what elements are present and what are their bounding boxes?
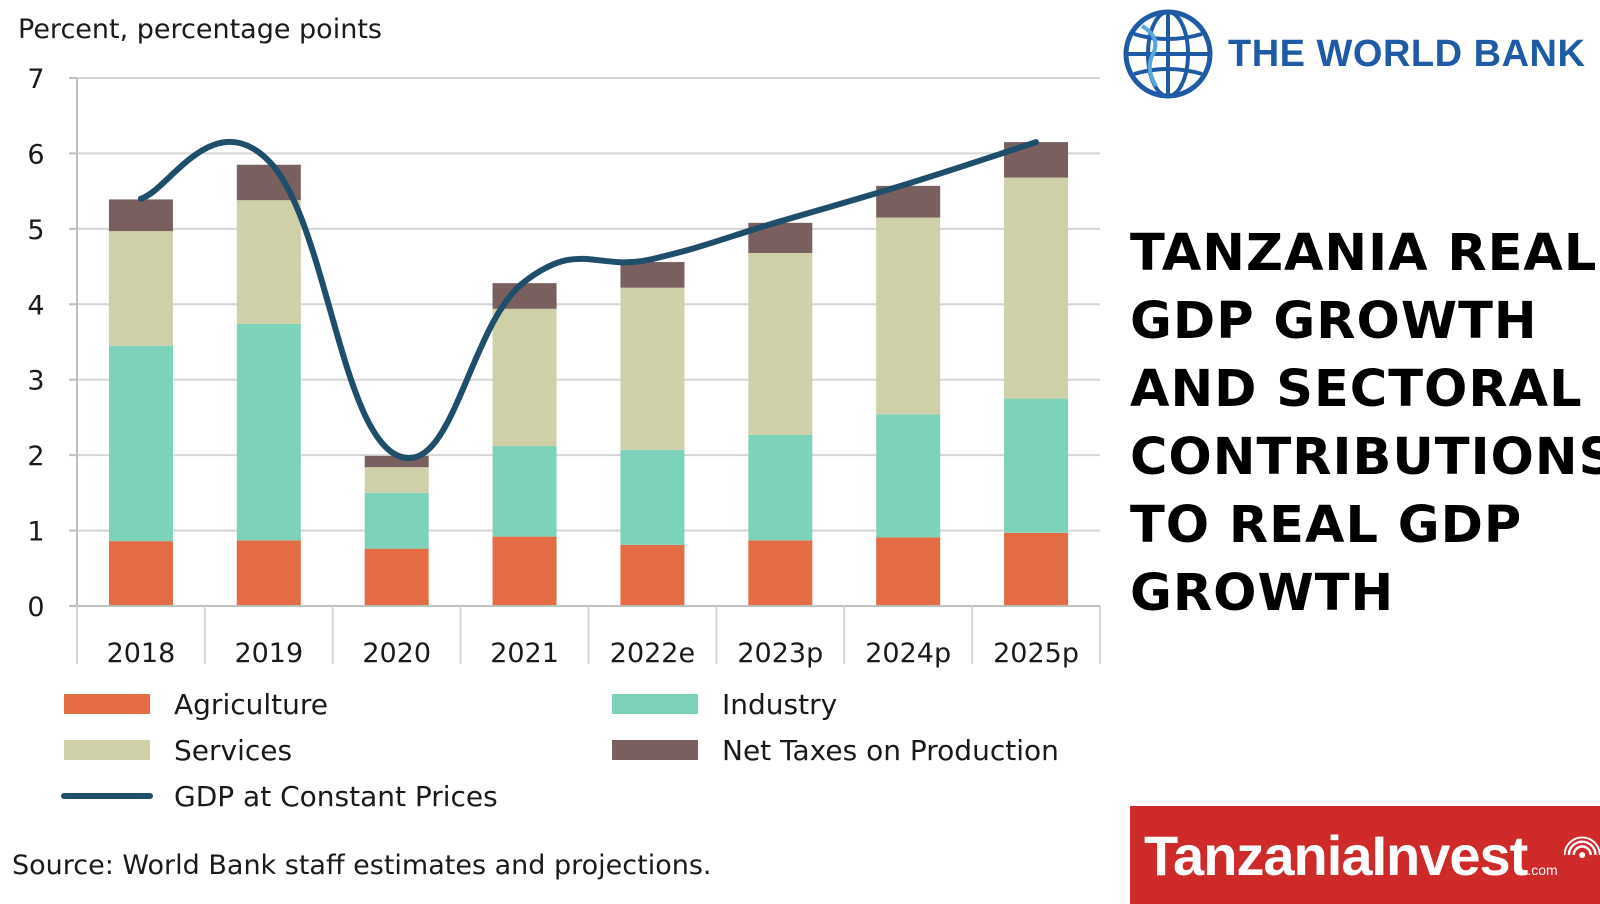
legend-item: GDP at Constant Prices (61, 780, 498, 813)
tanzaniainvest-suffix: .com (1527, 861, 1558, 878)
legend-label: Net Taxes on Production (722, 734, 1059, 767)
globe-icon (1123, 9, 1213, 99)
bar-segment-industry (364, 492, 429, 549)
bar-segment-agriculture (108, 541, 173, 606)
x-tick-label: 2020 (362, 638, 431, 669)
headline-line: TANZANIA REAL (1130, 224, 1598, 283)
legend-item: Services (64, 734, 292, 767)
bar-segment-agriculture (748, 540, 813, 606)
bar-segment-agriculture (620, 544, 685, 606)
legend-swatch (612, 740, 698, 760)
x-tick-label: 2021 (490, 638, 559, 669)
bar-segment-services (748, 252, 813, 435)
bar-stack (876, 185, 941, 606)
world-bank-wordmark: THE WORLD BANK (1228, 32, 1586, 75)
legend-label: GDP at Constant Prices (174, 780, 498, 813)
bar-segment-industry (876, 414, 941, 538)
x-axis: 2018 2019 2020 2021 2022e 2023p 2024p 2025p (76, 605, 1101, 669)
y-axis-ticks: 0 1 2 3 4 5 6 7 (27, 64, 78, 623)
x-tick-label: 2019 (234, 638, 303, 669)
bar-segment-services (492, 308, 557, 447)
x-tick-label: 2025p (993, 638, 1079, 669)
y-tick-label: 7 (27, 64, 44, 95)
y-tick-label: 1 (27, 517, 44, 548)
legend-label: Services (174, 734, 292, 767)
bar-segment-services (1004, 177, 1069, 399)
bar-segment-net-taxes-on-production (364, 455, 429, 468)
bar-segment-industry (108, 345, 173, 542)
bar-segment-services (876, 217, 941, 415)
bar-stack (108, 199, 173, 606)
bar-segment-agriculture (492, 536, 557, 606)
x-tick-label: 2023p (737, 638, 823, 669)
y-axis-title: Percent, percentage points (18, 14, 382, 45)
tanzaniainvest-logo: TanzaniaInvest.com (1130, 806, 1600, 904)
bar-segment-industry (748, 434, 813, 541)
legend-swatch (64, 694, 150, 714)
wifi-signal-icon (1563, 836, 1600, 859)
bar-segment-services (236, 200, 301, 324)
bar-segment-industry (1004, 398, 1069, 533)
y-tick-label: 5 (27, 215, 44, 246)
y-tick-label: 2 (27, 441, 44, 472)
world-bank-logo: THE WORLD BANK (1122, 8, 1585, 100)
legend-label: Agriculture (174, 688, 328, 721)
chart: Percent, percentage points 0 1 2 3 4 5 6 7 2018… (12, 14, 1101, 881)
legend-item: Industry (612, 688, 837, 721)
bar-stack (620, 262, 685, 606)
bar-stack (492, 283, 557, 606)
source-note: Source: World Bank staff estimates and p… (12, 850, 711, 881)
headline-line: CONTRIBUTIONS (1130, 428, 1600, 487)
headline-line: TO REAL GDP (1130, 496, 1523, 555)
legend-label: Industry (722, 688, 837, 721)
bar-segment-services (620, 287, 685, 450)
bar-segment-net-taxes-on-production (108, 199, 173, 232)
bar-stack (364, 455, 429, 606)
legend-swatch (64, 740, 150, 760)
x-tick-label: 2018 (107, 638, 176, 669)
bar-segment-industry (620, 449, 685, 545)
headline: TANZANIA REAL GDP GROWTH AND SECTORAL CO… (1130, 220, 1600, 628)
legend-item: Net Taxes on Production (612, 734, 1059, 767)
legend: Agriculture Industry Services Net Taxes on … (61, 688, 1059, 813)
headline-line: GROWTH (1130, 564, 1395, 623)
tanzaniainvest-wordmark: TanzaniaInvest.com (1144, 823, 1558, 887)
headline-line: GDP GROWTH (1130, 292, 1538, 351)
gdp-line (137, 139, 1040, 461)
y-tick-label: 4 (27, 290, 44, 321)
y-tick-label: 3 (27, 366, 44, 397)
x-tick-label: 2022e (610, 638, 695, 669)
bar-segment-industry (492, 446, 557, 537)
headline-line: AND SECTORAL (1130, 360, 1583, 419)
bar-segment-agriculture (876, 537, 941, 606)
bars (108, 142, 1069, 606)
gridlines (77, 77, 1100, 532)
bar-segment-agriculture (364, 548, 429, 606)
gdp-line-layer (137, 139, 1040, 461)
legend-item: Agriculture (64, 688, 328, 721)
bar-segment-industry (236, 323, 301, 541)
bar-stack (1004, 142, 1069, 606)
bar-segment-services (108, 231, 173, 346)
bar-stack (236, 164, 301, 606)
bar-segment-agriculture (236, 540, 301, 606)
bar-segment-net-taxes-on-production (620, 262, 685, 288)
x-tick-label: 2024p (865, 638, 951, 669)
bar-segment-services (364, 467, 429, 493)
bar-segment-agriculture (1004, 532, 1069, 606)
bar-stack (748, 222, 813, 606)
legend-swatch (612, 694, 698, 714)
y-tick-label: 0 (27, 592, 44, 623)
y-tick-label: 6 (27, 139, 44, 170)
